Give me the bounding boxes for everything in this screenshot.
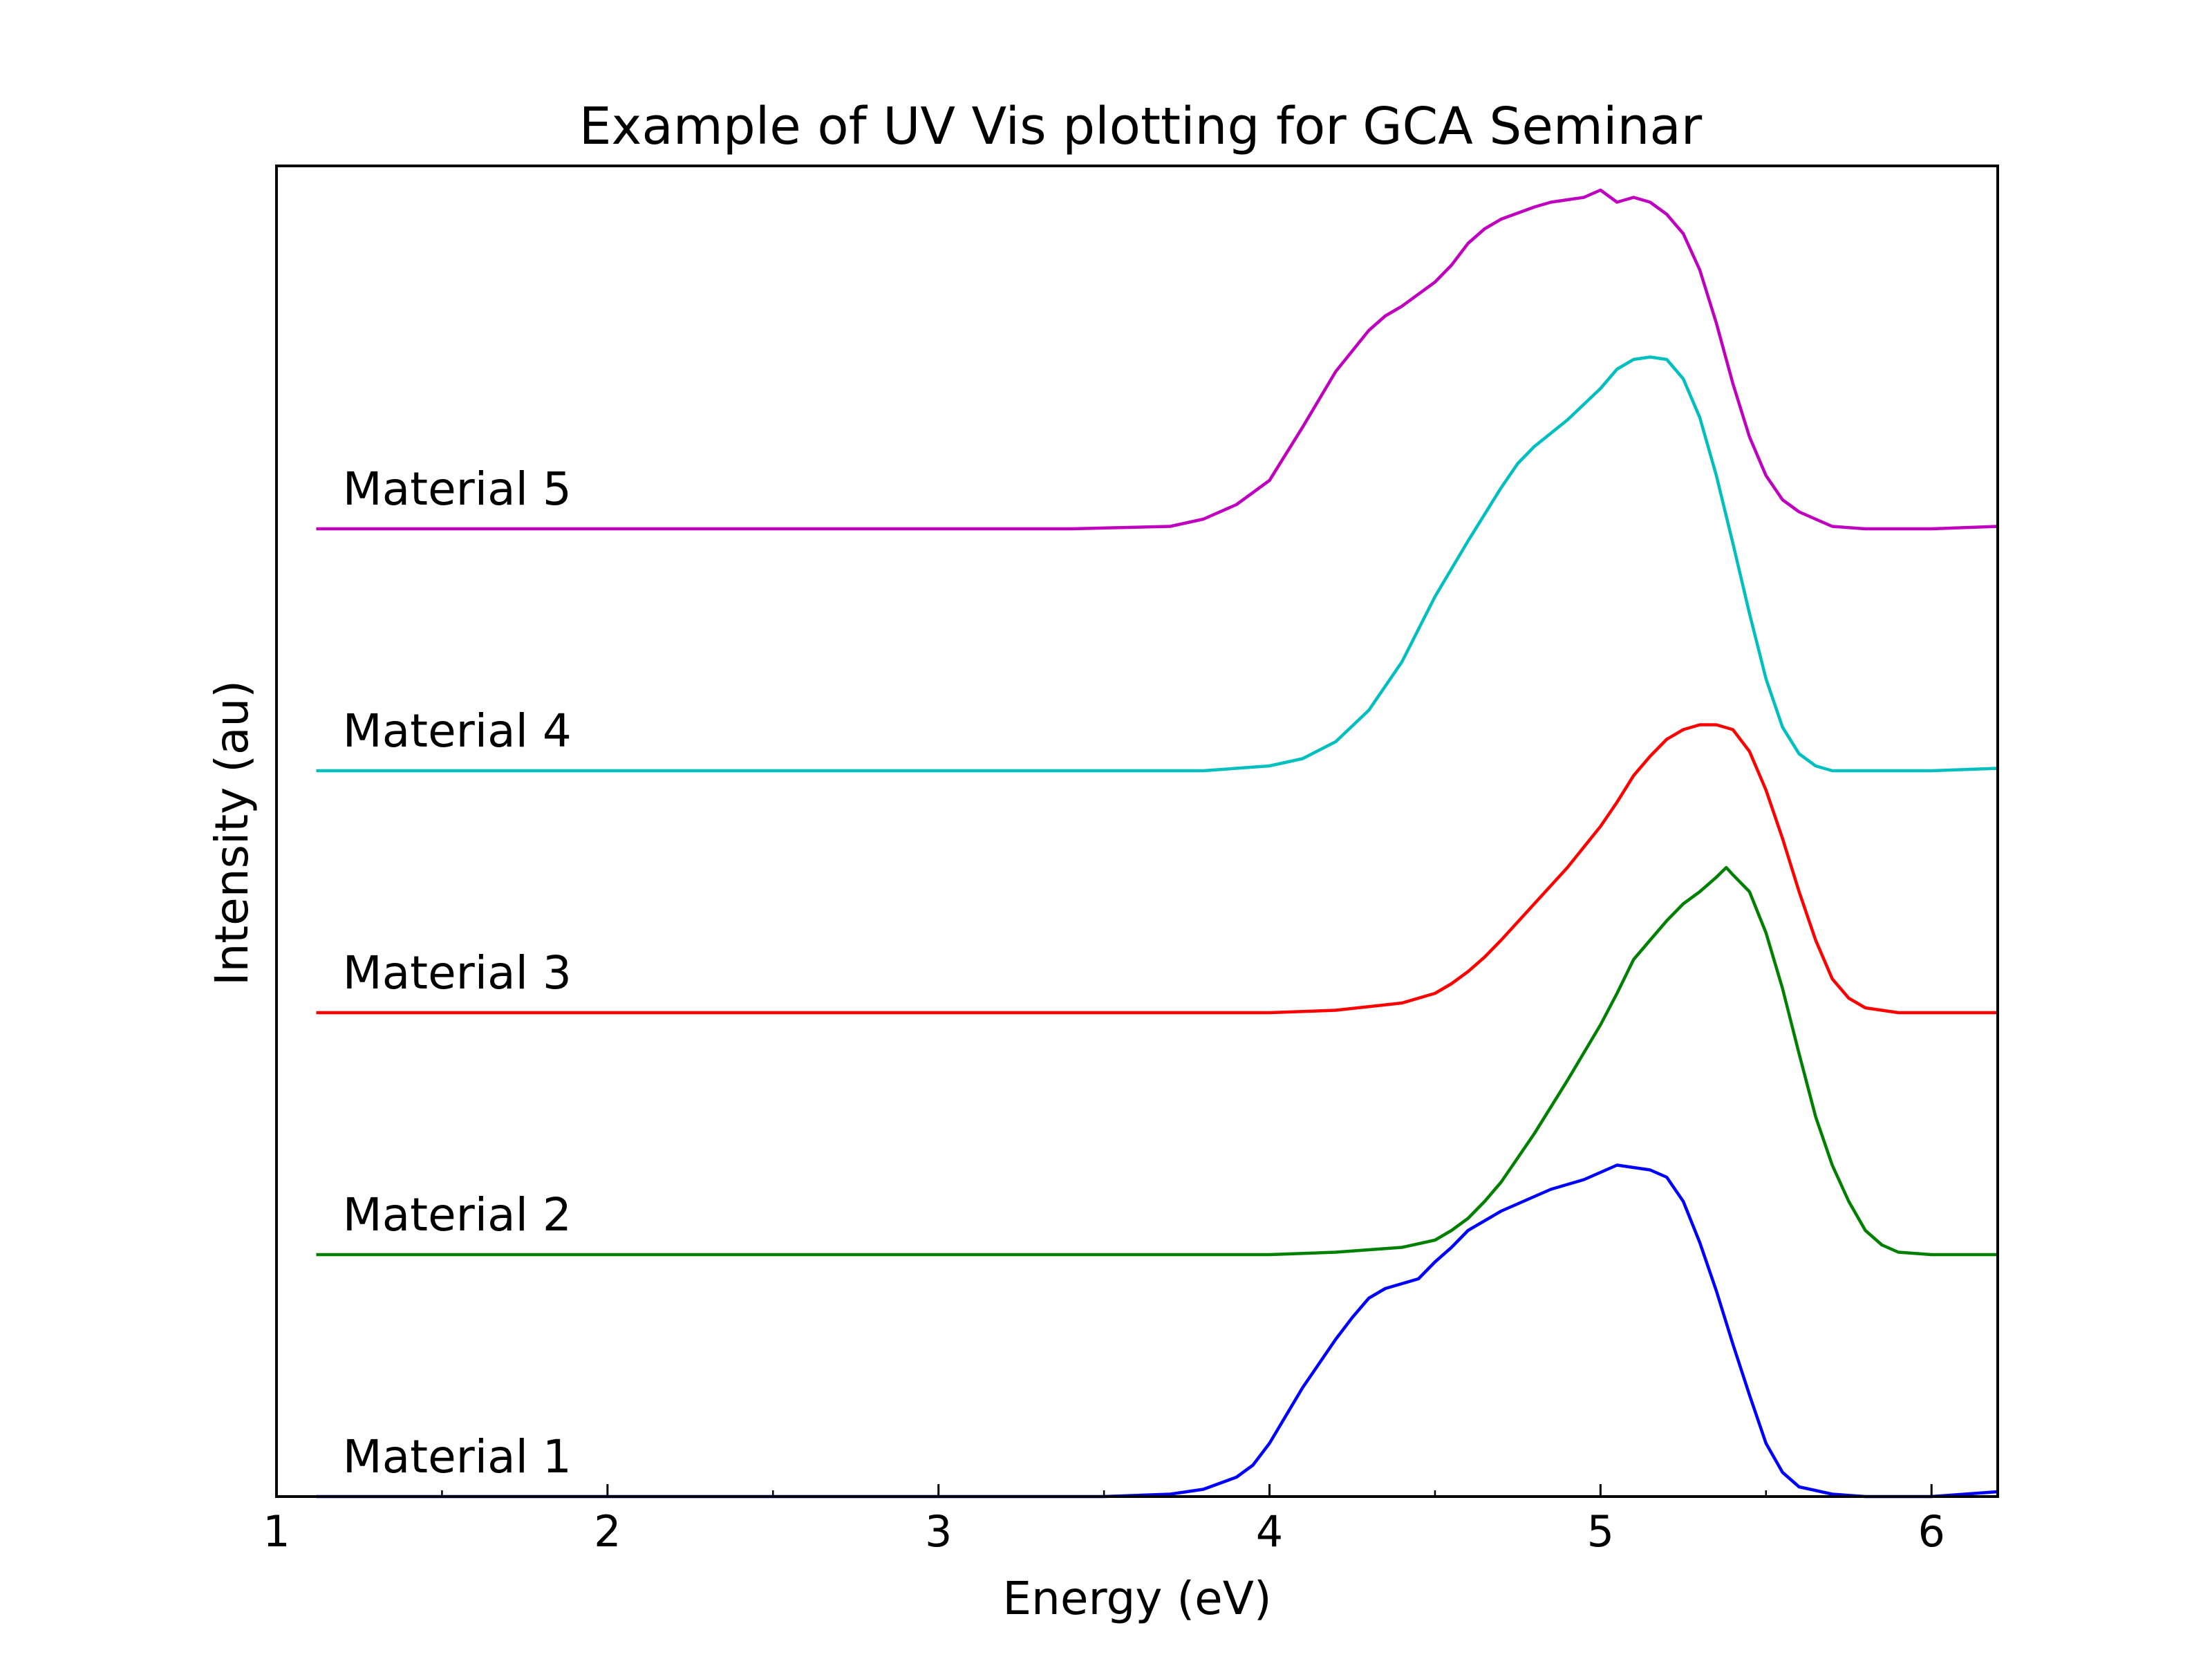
x-tick-label: 3: [925, 1506, 952, 1557]
chart-title: Example of UV Vis plotting for GCA Semin…: [579, 97, 1703, 156]
series-label-material-3: Material 3: [343, 946, 572, 1000]
series-line-material-2: [316, 865, 1998, 1257]
x-tick-label: 6: [1918, 1506, 1945, 1557]
series-line-material-1: [316, 1163, 1998, 1499]
x-tick-label: 1: [263, 1506, 290, 1557]
y-axis-label: Intensity (au): [205, 680, 259, 986]
plot-frame: [275, 165, 1999, 1498]
x-tick-label: 4: [1256, 1506, 1283, 1557]
series-line-material-4: [316, 355, 1998, 773]
series-label-material-2: Material 2: [343, 1188, 572, 1241]
series-label-material-1: Material 1: [343, 1430, 572, 1483]
x-tick-label: 5: [1587, 1506, 1614, 1557]
series-line-material-5: [316, 188, 1998, 531]
x-tick-label: 2: [594, 1506, 621, 1557]
series-label-material-5: Material 5: [343, 462, 572, 516]
annotation-layer: Material 1 Material 2 Material 3 Material 4…: [343, 462, 572, 1483]
series-label-material-4: Material 4: [343, 704, 572, 758]
series-line-material-3: [316, 723, 1998, 1015]
series-layer: [316, 188, 1998, 1499]
x-axis-ticks: 1 2 3 4 5 6: [263, 1484, 1945, 1557]
x-axis-label: Energy (eV): [1002, 1572, 1271, 1625]
